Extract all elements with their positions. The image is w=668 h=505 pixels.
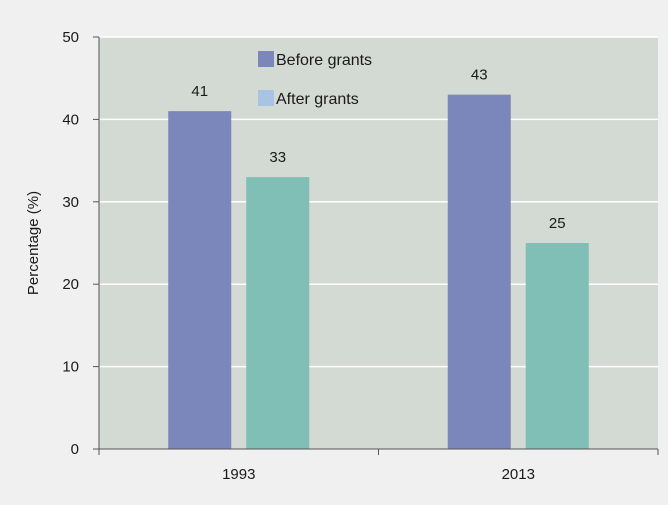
y-tick-label: 40	[62, 111, 79, 128]
x-tick-labels: 1993 2013	[222, 466, 535, 483]
x-tick-label: 1993	[222, 466, 255, 483]
y-tick-label: 10	[62, 359, 79, 376]
bar	[246, 177, 310, 449]
legend: Before grants After grants	[258, 51, 372, 108]
y-tick-label: 50	[62, 29, 79, 46]
y-tick-label: 30	[62, 194, 79, 211]
y-tick-label: 20	[62, 276, 79, 293]
legend-swatch	[258, 51, 274, 67]
legend-label: Before grants	[276, 52, 372, 69]
bars	[168, 94, 589, 450]
bar	[525, 243, 589, 449]
legend-label: After grants	[276, 91, 359, 108]
y-axis-label: Percentage (%)	[25, 191, 42, 295]
x-tick-label: 2013	[502, 466, 535, 483]
bar-value-label: 33	[269, 149, 286, 166]
axes	[98, 37, 659, 455]
value-labels: 41 33 43 25	[191, 67, 565, 232]
bar-value-label: 43	[471, 67, 488, 84]
bar-value-label: 41	[191, 83, 208, 100]
y-tick-label: 0	[71, 441, 79, 458]
bar	[168, 111, 232, 449]
y-tick-labels: 0 10 20 30 40 50	[62, 29, 79, 458]
bar	[447, 94, 511, 450]
bar-value-label: 25	[549, 215, 566, 232]
legend-swatch	[258, 90, 274, 106]
